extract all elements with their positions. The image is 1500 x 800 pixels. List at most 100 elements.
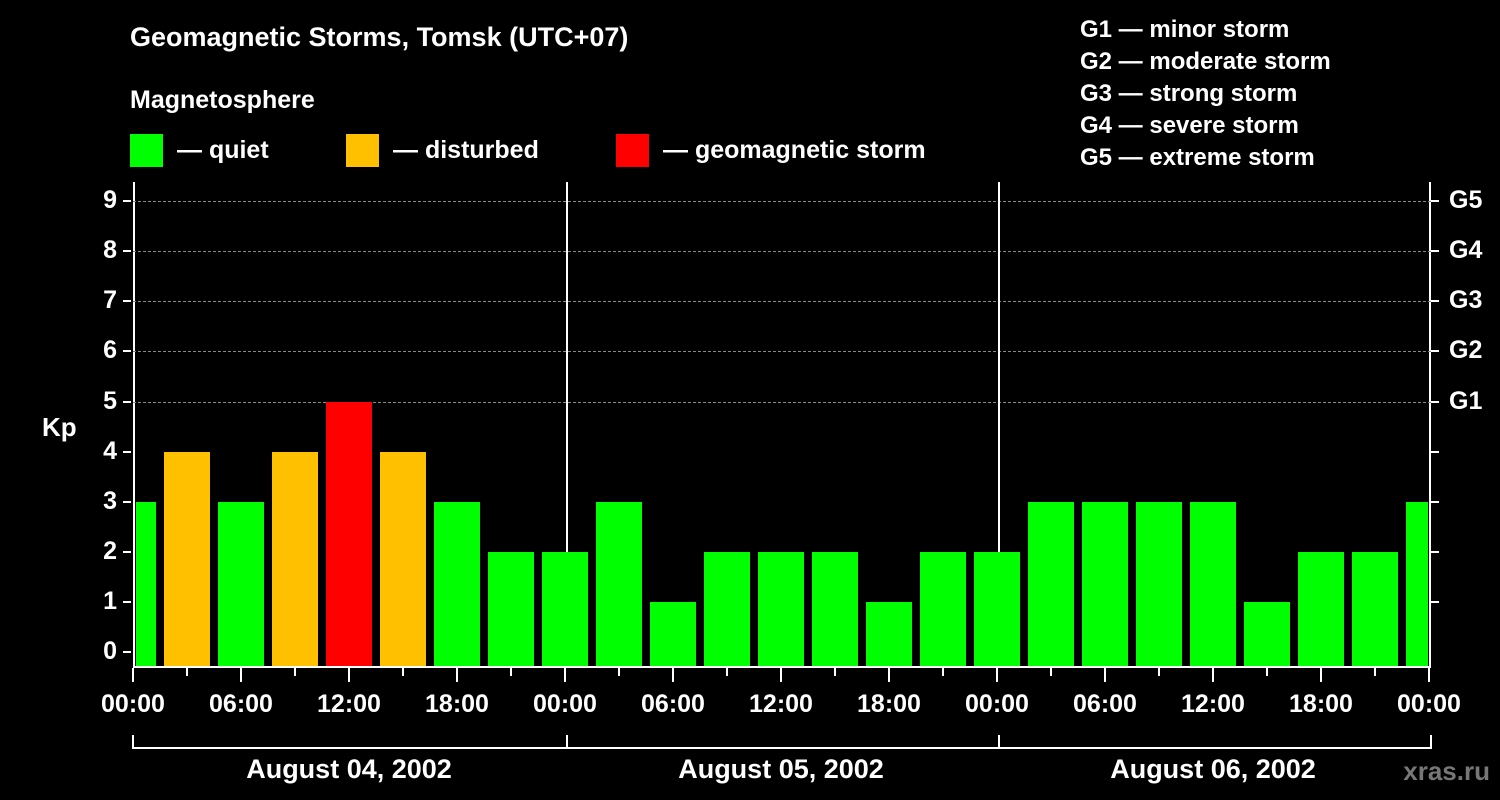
kp-bar bbox=[1082, 501, 1128, 666]
x-tick-label: 06:00 bbox=[1073, 690, 1137, 718]
y-tick-label: 6 bbox=[103, 336, 117, 365]
x-tick bbox=[618, 668, 620, 676]
storm-scale-g4: G4 — severe storm bbox=[1080, 112, 1299, 139]
x-tick-label: 18:00 bbox=[425, 690, 489, 718]
kp-bar bbox=[1298, 551, 1344, 666]
day-label: August 06, 2002 bbox=[1110, 754, 1316, 784]
g-level-label: G5 bbox=[1449, 186, 1483, 215]
storm-scale-g5: G5 — extreme storm bbox=[1080, 144, 1315, 171]
storm-scale-g1: G1 — minor storm bbox=[1080, 16, 1290, 43]
kp-bar bbox=[164, 451, 210, 666]
kp-bar bbox=[218, 501, 264, 666]
day-bracket-tick bbox=[1430, 735, 1432, 749]
x-tick bbox=[510, 668, 512, 676]
storm-scale-g2: G2 — moderate storm bbox=[1080, 48, 1331, 75]
kp-bar bbox=[920, 551, 966, 666]
x-tick bbox=[564, 668, 566, 682]
y-tick-label: 7 bbox=[103, 286, 117, 315]
day-bracket-tick bbox=[566, 735, 568, 749]
y-axis-label: Kp bbox=[42, 412, 77, 442]
y-tick-label: 1 bbox=[103, 586, 117, 615]
x-tick bbox=[1320, 668, 1322, 682]
day-label: August 05, 2002 bbox=[678, 754, 884, 784]
kp-bar bbox=[434, 501, 480, 666]
g-level-label: G4 bbox=[1449, 236, 1483, 265]
legend-disturbed: — disturbed bbox=[346, 133, 539, 167]
y-tick bbox=[123, 500, 131, 503]
legend-label: — geomagnetic storm bbox=[663, 135, 926, 164]
plot-area bbox=[133, 182, 1431, 668]
y-tick bbox=[123, 450, 131, 453]
chart-subtitle: Magnetosphere bbox=[130, 86, 315, 114]
y-tick-label: 0 bbox=[103, 637, 117, 665]
y-tick bbox=[123, 400, 131, 403]
day-bracket bbox=[133, 747, 1431, 749]
kp-bar bbox=[1244, 601, 1290, 666]
right-tick bbox=[1431, 600, 1439, 603]
x-tick bbox=[402, 668, 404, 676]
y-tick-label: 4 bbox=[103, 436, 117, 465]
x-tick-label: 12:00 bbox=[749, 690, 813, 718]
kp-bar bbox=[596, 501, 642, 666]
x-tick bbox=[1266, 668, 1268, 676]
x-tick-label: 12:00 bbox=[1181, 690, 1245, 718]
kp-bar bbox=[542, 551, 588, 666]
y-tick bbox=[123, 200, 131, 203]
x-tick-label: 00:00 bbox=[101, 690, 165, 718]
chart-title: Geomagnetic Storms, Tomsk (UTC+07) bbox=[130, 22, 629, 52]
watermark: xras.ru bbox=[1403, 756, 1490, 786]
right-tick bbox=[1431, 550, 1439, 553]
x-tick bbox=[294, 668, 296, 676]
kp-bar bbox=[704, 551, 750, 666]
gridline-kp-7 bbox=[133, 301, 1431, 303]
kp-bar bbox=[1190, 501, 1236, 666]
y-tick bbox=[123, 651, 131, 653]
kp-bar bbox=[812, 551, 858, 666]
y-tick-label: 2 bbox=[103, 536, 117, 565]
right-tick bbox=[1431, 400, 1439, 403]
kp-bar bbox=[136, 501, 156, 666]
y-tick-label: 8 bbox=[103, 236, 117, 265]
legend-quiet: — quiet bbox=[130, 133, 269, 167]
plot-frame bbox=[133, 182, 1431, 668]
right-tick bbox=[1431, 350, 1439, 353]
x-tick-label: 12:00 bbox=[317, 690, 381, 718]
day-divider bbox=[998, 182, 1000, 668]
legend-swatch-quiet bbox=[130, 133, 163, 167]
x-tick bbox=[1428, 668, 1430, 682]
y-tick bbox=[123, 600, 131, 603]
kp-bar bbox=[1352, 551, 1398, 666]
x-tick bbox=[456, 668, 458, 682]
kp-bar bbox=[1406, 501, 1428, 666]
legend-swatch-storm bbox=[616, 133, 649, 167]
kp-bar bbox=[272, 451, 318, 666]
right-tick bbox=[1431, 250, 1439, 253]
y-tick-label: 5 bbox=[103, 386, 117, 415]
y-tick bbox=[123, 250, 131, 253]
kp-bar bbox=[488, 551, 534, 666]
x-tick bbox=[942, 668, 944, 676]
kp-bar bbox=[974, 551, 1020, 666]
y-tick-label: 3 bbox=[103, 486, 117, 515]
day-divider bbox=[566, 182, 568, 668]
x-tick-label: 00:00 bbox=[965, 690, 1029, 718]
kp-bar bbox=[650, 601, 696, 666]
x-tick bbox=[1212, 668, 1214, 682]
g-level-label: G1 bbox=[1449, 386, 1483, 415]
x-tick bbox=[996, 668, 998, 682]
legend-swatch-disturbed bbox=[346, 133, 379, 167]
x-tick-label: 00:00 bbox=[533, 690, 597, 718]
kp-bar bbox=[1136, 501, 1182, 666]
x-tick-label: 06:00 bbox=[209, 690, 273, 718]
x-tick bbox=[1050, 668, 1052, 676]
gridline-kp-9 bbox=[133, 201, 1431, 203]
x-tick bbox=[1158, 668, 1160, 676]
y-tick bbox=[123, 350, 131, 353]
gridline-kp-6 bbox=[133, 351, 1431, 353]
x-tick bbox=[672, 668, 674, 682]
kp-bar bbox=[866, 601, 912, 666]
day-bracket-tick bbox=[998, 735, 1000, 749]
legend-label: — disturbed bbox=[393, 135, 539, 164]
right-tick bbox=[1431, 450, 1439, 453]
g-level-label: G3 bbox=[1449, 286, 1483, 315]
